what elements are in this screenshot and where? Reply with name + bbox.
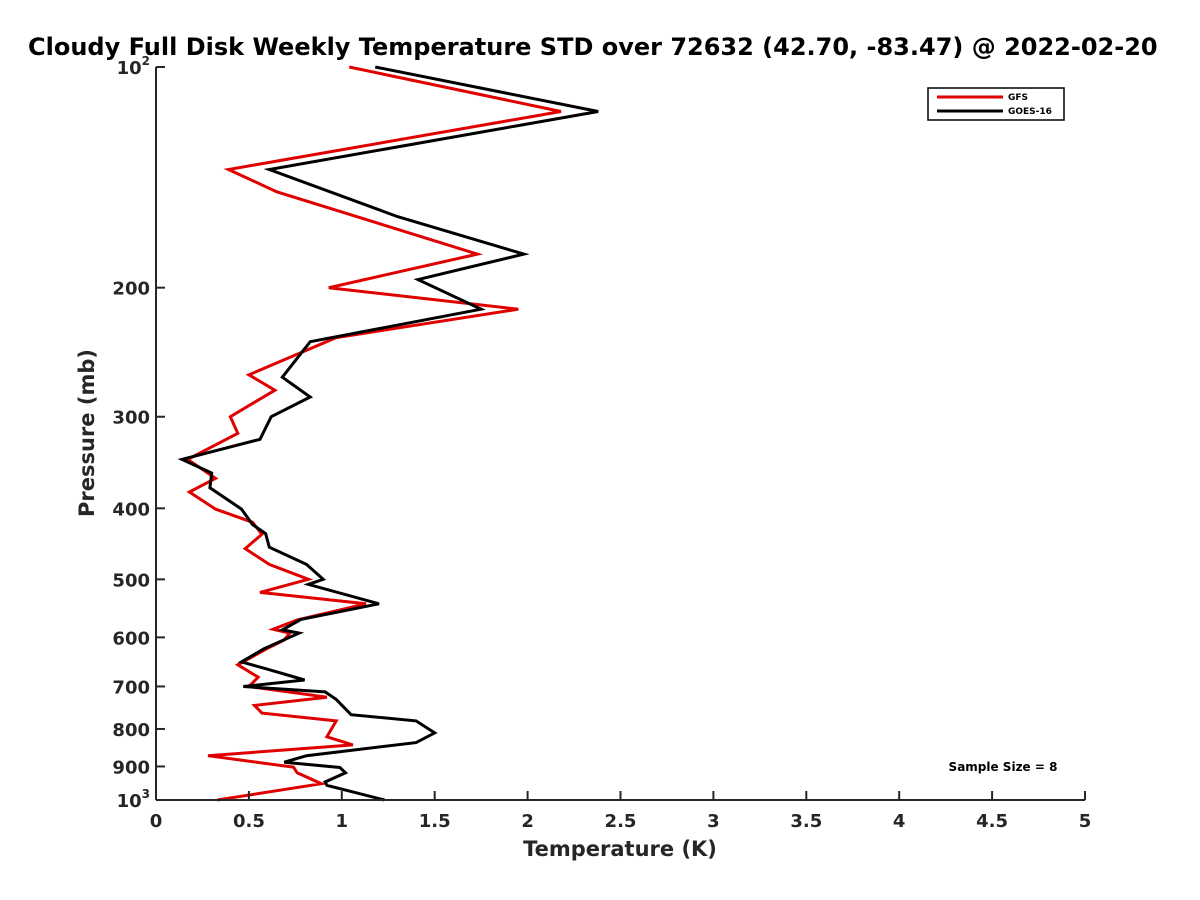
y-tick-label: 600 [112, 628, 150, 649]
axes-layer: 0 0.5 1 1.5 2 2.5 3 3.5 4 4.5 5 102 200 300 400 500 600 7… [112, 54, 1091, 832]
sample-size-annotation: Sample Size = 8 [949, 760, 1058, 774]
series-layer [177, 65, 599, 802]
chart-title: Cloudy Full Disk Weekly Temperature STD … [28, 33, 1158, 61]
series-line-gfs [184, 65, 562, 802]
x-axis-label: Temperature (K) [523, 837, 717, 861]
y-axis-label: Pressure (mb) [75, 349, 99, 517]
legend-label-goes-16: GOES-16 [1008, 107, 1052, 117]
x-tick-label: 0.5 [233, 811, 265, 832]
y-tick-label: 700 [112, 677, 150, 698]
legend: GFS GOES-16 [927, 87, 1065, 121]
x-tick-label: 3 [707, 811, 720, 832]
legend-box [927, 87, 1065, 121]
legend-label-gfs: GFS [1008, 93, 1028, 103]
x-tick-label: 2 [521, 811, 534, 832]
y-tick-label: 300 [112, 408, 150, 429]
x-tick-label: 1 [336, 811, 349, 832]
y-tick-label: 900 [112, 757, 150, 778]
x-tick-label: 1.5 [419, 811, 451, 832]
x-tick-label: 3.5 [790, 811, 822, 832]
y-tick-label: 400 [112, 499, 150, 520]
series-line-goes-16 [177, 65, 599, 802]
y-tick-label: 200 [112, 279, 150, 300]
y-tick-label: 103 [117, 787, 150, 812]
x-tick-label: 2.5 [605, 811, 637, 832]
x-tick-label: 5 [1079, 811, 1092, 832]
y-tick-label: 500 [112, 570, 150, 591]
y-tick-label: 102 [117, 54, 150, 79]
x-tick-label: 4.5 [976, 811, 1008, 832]
y-tick-label: 800 [112, 720, 150, 741]
x-tick-label: 4 [893, 811, 906, 832]
x-tick-label: 0 [150, 811, 163, 832]
